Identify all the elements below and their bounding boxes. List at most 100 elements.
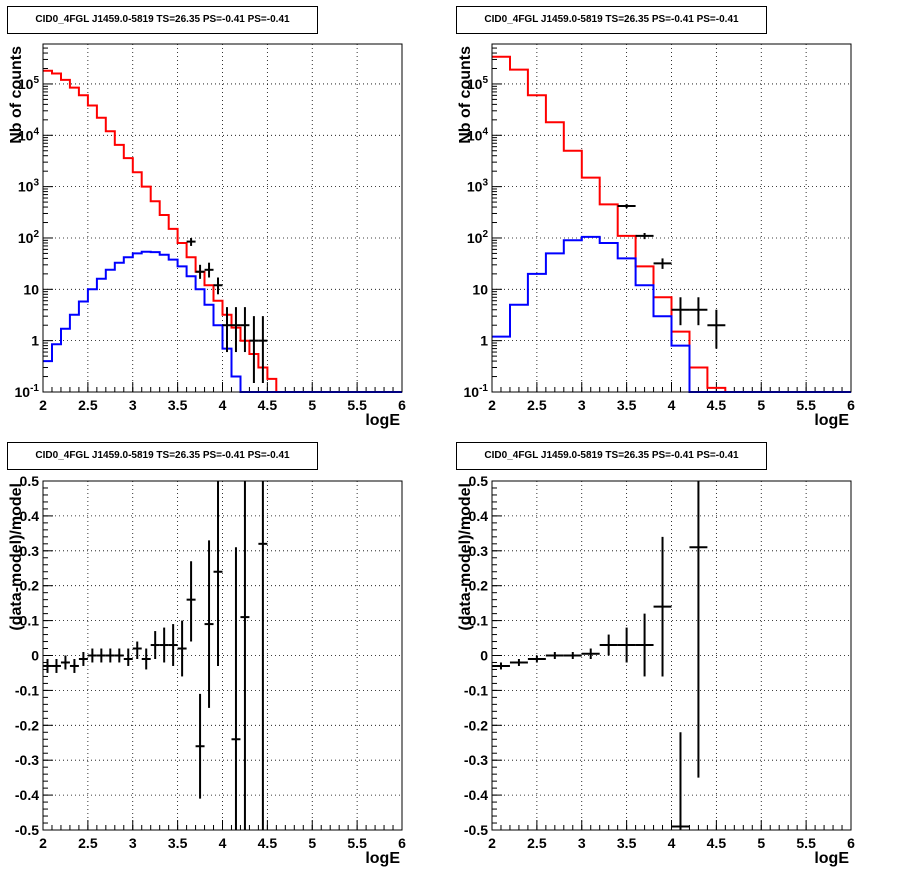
data-point (653, 258, 672, 269)
y-tick-label: -0.4 (15, 787, 39, 803)
x-tick-label: 3.5 (168, 835, 188, 851)
x-tick-label: 2 (39, 397, 47, 413)
y-tick-label: 10 (472, 281, 488, 297)
x-tick-label: 3 (129, 835, 137, 851)
chart-title: CID0_4FGL J1459.0-5819 TS=26.35 PS=-0.41… (456, 6, 767, 34)
data-point (141, 648, 151, 670)
data-point (509, 658, 528, 666)
y-tick-label: 0.3 (20, 543, 40, 559)
y-tick-label: -0.5 (15, 822, 39, 838)
data-point (671, 732, 690, 830)
data-point (635, 613, 654, 677)
data-point (707, 309, 726, 349)
data-point (87, 648, 97, 663)
x-tick-label: 5 (308, 397, 316, 413)
y-tick-label: 102 (467, 229, 489, 246)
data-point (213, 277, 223, 295)
y-tick-label: -0.3 (464, 752, 488, 768)
x-tick-label: 5 (757, 835, 765, 851)
data-point (653, 536, 672, 677)
data-point (563, 652, 582, 659)
data-point (204, 540, 214, 708)
data-point (78, 652, 88, 666)
data-point (258, 316, 268, 383)
data-point (527, 655, 546, 663)
x-tick-label: 4 (668, 835, 676, 851)
data-point (195, 693, 205, 799)
y-tick-label: 10 (23, 281, 39, 297)
data-point (231, 307, 241, 353)
x-tick-label: 3.5 (617, 397, 637, 413)
y-tick-label: -0.1 (464, 682, 488, 698)
data-point (168, 624, 178, 666)
y-tick-label: 0.4 (469, 508, 489, 524)
chart-panel-3: 2 2.5 3 3.5 4 4.5 5 5.5 6 -0.5 -0.4 -0.3 -0.2 -0.1 0 0.… (8, 473, 406, 867)
plot-frame (491, 43, 852, 393)
data-point (51, 658, 61, 673)
plot-frame (491, 480, 852, 831)
data-point (222, 307, 232, 353)
x-tick-label: 4 (219, 835, 227, 851)
chart-panel-1: 2 2.5 3 3.5 4 4.5 5 5.5 6 10-1 1 10 102 103 104 105 logE… (8, 43, 406, 429)
x-tick-label: 3 (129, 397, 137, 413)
data-point (69, 658, 79, 673)
x-tick-label: 5.5 (796, 835, 816, 851)
y-tick-label: 0.4 (20, 508, 40, 524)
y-axis-label: Nb of counts (457, 46, 474, 144)
data-point (43, 658, 52, 673)
data-point (186, 237, 196, 246)
x-tick-label: 6 (398, 397, 406, 413)
x-tick-label: 2.5 (527, 397, 547, 413)
chart-title: CID0_4FGL J1459.0-5819 TS=26.35 PS=-0.41… (7, 6, 318, 34)
x-tick-label: 5 (757, 397, 765, 413)
data-point (689, 297, 708, 326)
y-tick-label: 0.5 (20, 473, 40, 489)
y-tick-label: -0.4 (464, 787, 488, 803)
plot-frame (42, 480, 403, 831)
data-point (581, 648, 600, 659)
data-point (599, 634, 618, 656)
x-axis-label: logE (365, 850, 400, 867)
data-point (545, 652, 564, 659)
y-tick-label: 105 (18, 75, 40, 92)
data-point (689, 481, 708, 778)
data-point (258, 481, 268, 830)
y-tick-label: 103 (467, 178, 489, 195)
y-axis-label: (data-model)/model (457, 483, 474, 631)
y-tick-label: 10-1 (15, 383, 40, 400)
x-tick-label: 2.5 (527, 835, 547, 851)
x-tick-label: 5.5 (347, 397, 367, 413)
y-tick-label: 105 (467, 75, 489, 92)
x-tick-label: 4.5 (707, 397, 727, 413)
data-point (186, 561, 196, 642)
data-point (213, 481, 223, 666)
x-tick-label: 6 (398, 835, 406, 851)
y-tick-label: 104 (467, 126, 489, 143)
data-point (249, 316, 259, 383)
y-tick-label: -0.5 (464, 822, 488, 838)
chart-panel-4: 2 2.5 3 3.5 4 4.5 5 5.5 6 -0.5 -0.4 -0.3 -0.2 -0.1 0 0.… (457, 473, 855, 867)
x-tick-label: 4.5 (707, 835, 727, 851)
y-tick-label: 104 (18, 126, 40, 143)
x-axis-label: logE (814, 850, 849, 867)
x-tick-label: 4.5 (258, 397, 278, 413)
y-tick-label: 0.1 (20, 613, 40, 629)
data-point (240, 307, 250, 353)
data-point (231, 547, 241, 830)
x-tick-label: 2.5 (78, 835, 98, 851)
x-tick-label: 6 (847, 835, 855, 851)
y-tick-label: 0 (480, 648, 488, 664)
data-point (60, 655, 70, 670)
data-point (96, 648, 106, 663)
x-tick-label: 4 (219, 397, 227, 413)
data-point (617, 627, 636, 663)
x-tick-label: 2.5 (78, 397, 98, 413)
chart-panel-2: 2 2.5 3 3.5 4 4.5 5 5.5 6 10-1 1 10 102 103 104 105 logE… (457, 43, 855, 429)
data-point (204, 262, 214, 278)
data-point (195, 264, 205, 279)
x-axis-label: logE (814, 412, 849, 429)
y-tick-label: 1 (480, 333, 488, 349)
y-tick-label: 0.2 (20, 578, 40, 594)
y-tick-label: 0 (31, 648, 39, 664)
